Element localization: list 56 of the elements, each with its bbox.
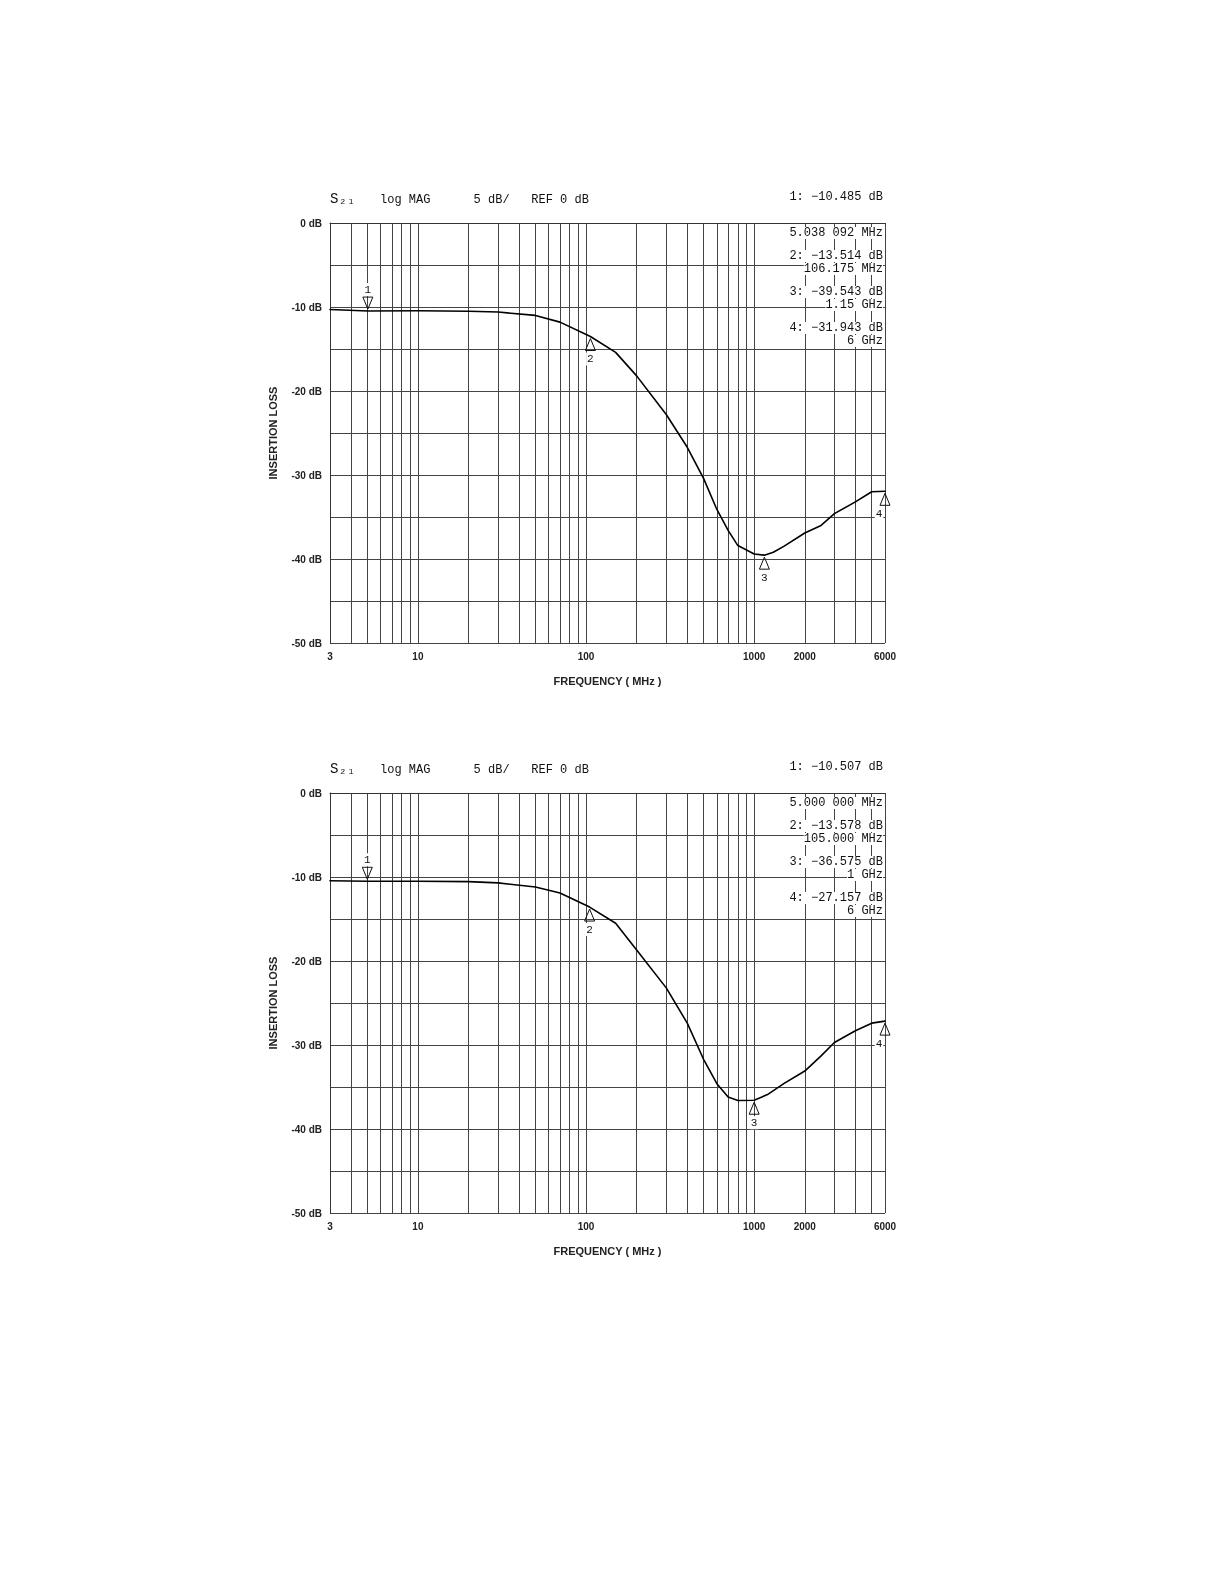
x-tick-label: 3 — [327, 650, 334, 662]
y-tick-label: -40 dB — [291, 1123, 322, 1135]
x-tick-label: 10 — [412, 650, 424, 662]
x-tick-label: 6000 — [873, 650, 897, 662]
chart-title: S₂₁ — [330, 761, 356, 777]
x-tick-label: 3 — [327, 1220, 334, 1232]
y-axis-title: INSERTION LOSS — [266, 956, 279, 1050]
annotation: 2 — [587, 353, 594, 366]
text: 1: −10.485 dB — [789, 190, 884, 204]
annotation: 1 — [364, 283, 372, 296]
y-tick-label: -10 dB — [291, 301, 322, 313]
annotation: 1 GHz — [846, 868, 884, 882]
y-tick-label: -30 dB — [291, 1039, 322, 1051]
annotation: 1 — [363, 853, 371, 866]
y-tick-label: -10 dB — [291, 871, 322, 883]
chart-title: S₂₁ — [330, 191, 356, 207]
annotation: 2: −13.578 dB — [789, 819, 884, 833]
annotation: 2: −13.514 dB — [789, 249, 884, 263]
annotation: 6 GHz — [846, 904, 884, 918]
annotation: 4: −27.157 dB — [789, 891, 884, 905]
annotation: 6 GHz — [846, 334, 884, 348]
chart-subtitle: log MAG 5 dB/ REF 0 dB — [380, 763, 589, 777]
y-tick-label: 0 dB — [300, 217, 322, 229]
x-axis-title: FREQUENCY ( MHz ) — [553, 1244, 662, 1257]
y-tick-label: -30 dB — [291, 469, 322, 481]
annotation: 4 — [875, 1037, 883, 1050]
annotation: 4: −31.943 dB — [789, 321, 884, 335]
annotation: 106.175 MHz — [803, 262, 884, 276]
y-tick-label: -40 dB — [291, 553, 322, 565]
x-axis-title: FREQUENCY ( MHz ) — [553, 674, 662, 687]
chart-subtitle: log MAG 5 dB/ REF 0 dB — [380, 193, 589, 207]
annotation: 2 — [586, 923, 593, 936]
x-tick-label: 1000 — [743, 1220, 766, 1232]
y-tick-label: -50 dB — [291, 637, 322, 649]
annotation: 3 — [761, 571, 768, 584]
x-tick-label: 10 — [412, 1220, 424, 1232]
y-tick-label: -20 dB — [291, 385, 322, 397]
annotation: 5.000 000 MHz — [789, 796, 884, 810]
x-tick-label: 100 — [577, 650, 595, 662]
annotation: 3: −36.575 dB — [789, 855, 884, 869]
x-tick-label: 2000 — [793, 1220, 817, 1232]
x-tick-label: 100 — [577, 1220, 595, 1232]
x-tick-label: 6000 — [873, 1220, 897, 1232]
text: 1: −10.507 dB — [789, 760, 884, 774]
annotation: 1.15 GHz — [825, 298, 883, 312]
y-tick-label: -20 dB — [291, 955, 322, 967]
annotation: 4 — [875, 507, 883, 520]
y-tick-label: -50 dB — [291, 1207, 322, 1219]
x-tick-label: 2000 — [793, 650, 817, 662]
x-tick-label: 1000 — [743, 650, 766, 662]
y-tick-label: 0 dB — [300, 787, 322, 799]
annotation: 3 — [750, 1116, 758, 1129]
annotation: 3: −39.543 dB — [789, 285, 884, 299]
annotation: 105.000 MHz — [803, 832, 884, 846]
y-axis-title: INSERTION LOSS — [266, 386, 279, 480]
annotation: 5.038 092 MHz — [789, 226, 884, 240]
